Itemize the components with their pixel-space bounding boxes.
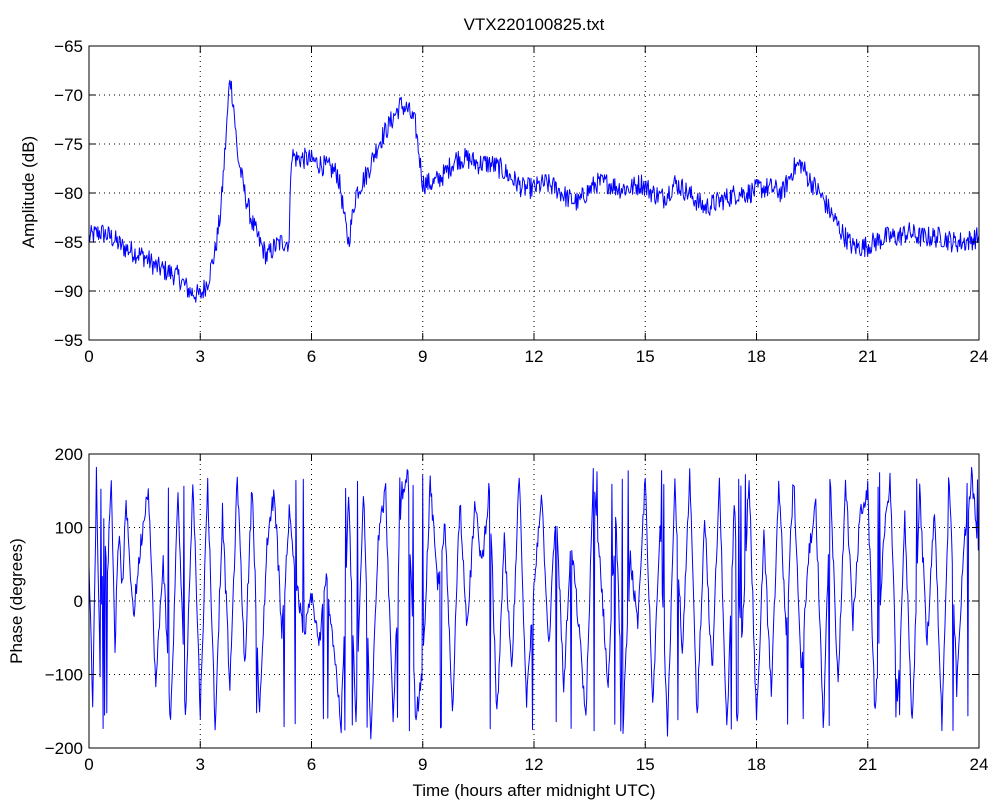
amplitude-y-tick-label: −80: [54, 184, 83, 203]
amplitude-series-line: [88, 79, 980, 303]
phase-y-axis-label: Phase (degrees): [7, 538, 26, 664]
amplitude-x-tick-label: 9: [418, 347, 427, 366]
phase-chart: 0 3 6 9 12 15 18 21 24 −200 −100 0 100 200: [45, 445, 989, 774]
amplitude-x-tick-label: 6: [307, 347, 316, 366]
amplitude-x-tick-label: 3: [196, 347, 205, 366]
amplitude-y-tick-label: −65: [54, 37, 83, 56]
phase-x-tick-label: 0: [84, 755, 93, 774]
phase-x-tick-label: 18: [747, 755, 766, 774]
phase-x-tick-label: 6: [307, 755, 316, 774]
amplitude-y-tick-label: −90: [54, 282, 83, 301]
amplitude-y-tick-label: −75: [54, 135, 83, 154]
phase-x-tick-label: 9: [418, 755, 427, 774]
amplitude-x-tick-label: 15: [636, 347, 655, 366]
phase-y-tick-label: 0: [74, 592, 83, 611]
amplitude-x-tick-label: 24: [970, 347, 989, 366]
phase-x-tick-label: 15: [636, 755, 655, 774]
amplitude-x-tick-label: 18: [747, 347, 766, 366]
phase-y-tick-label: −100: [45, 666, 83, 685]
amplitude-y-tick-label: −85: [54, 233, 83, 252]
amplitude-y-axis-label: Amplitude (dB): [19, 136, 38, 248]
x-axis-label: Time (hours after midnight UTC): [412, 781, 655, 800]
amplitude-chart: 0 3 6 9 12 15 18 21 24 −95 −90 −85 −80 −75 −70 −65: [54, 37, 988, 366]
amplitude-x-tick-label: 21: [858, 347, 877, 366]
phase-x-tick-label: 21: [858, 755, 877, 774]
phase-x-tick-label: 3: [196, 755, 205, 774]
phase-x-tick-label: 24: [970, 755, 989, 774]
phase-y-tick-label: −200: [45, 739, 83, 758]
figure-title: VTX220100825.txt: [464, 15, 605, 34]
amplitude-x-tick-label: 0: [84, 347, 93, 366]
phase-series-line: [88, 466, 980, 740]
amplitude-x-tick-label: 12: [525, 347, 544, 366]
phase-x-tick-label: 12: [525, 755, 544, 774]
phase-y-tick-label: 200: [55, 445, 83, 464]
amplitude-y-tick-label: −70: [54, 86, 83, 105]
amplitude-y-tick-label: −95: [54, 331, 83, 350]
phase-y-tick-label: 100: [55, 519, 83, 538]
